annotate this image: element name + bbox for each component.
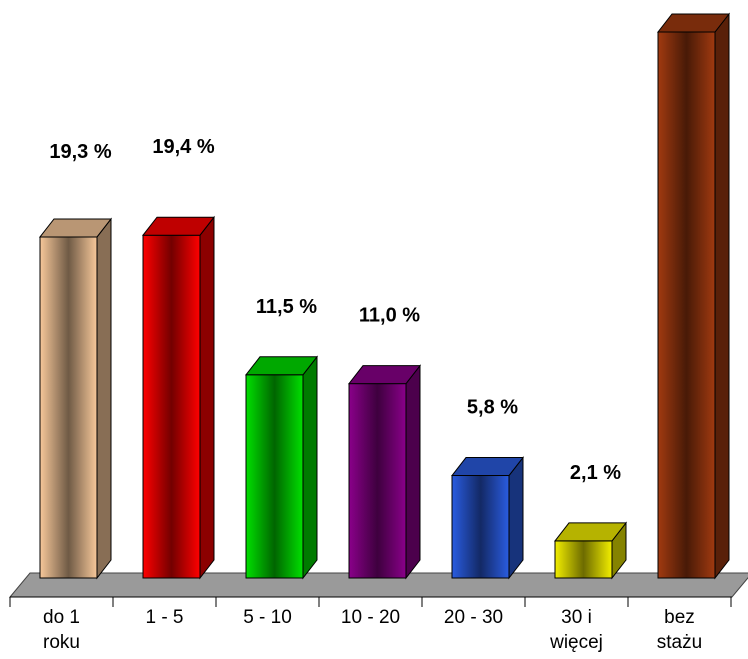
x-tick-label: 1 - 5: [145, 607, 183, 628]
bar-top: [244, 356, 319, 376]
bar-front: [451, 475, 510, 579]
bar-front: [348, 383, 407, 579]
bar-front: [554, 540, 613, 579]
bar: [347, 364, 422, 580]
bar: [141, 215, 216, 580]
data-label: 2,1 %: [570, 462, 621, 484]
x-tick-label: 5 - 10: [243, 607, 292, 628]
x-tick-label: bez stażu: [657, 607, 702, 653]
bar-top: [450, 457, 525, 477]
data-label: 19,3 %: [49, 141, 111, 163]
bar: [450, 456, 525, 580]
bar: [38, 217, 113, 580]
bar-side: [508, 456, 524, 580]
bar-top: [553, 522, 628, 542]
bar-top: [347, 365, 422, 385]
bar-front: [657, 31, 716, 579]
data-label: 11,5 %: [256, 296, 317, 318]
data-label: 5,8 %: [467, 397, 518, 419]
bar: [553, 521, 628, 580]
x-tick-label: 30 i więcej: [549, 607, 603, 653]
x-tick-label: 10 - 20: [341, 607, 400, 628]
bar: [244, 355, 319, 580]
bar-top: [38, 218, 113, 238]
bar-front: [142, 234, 201, 579]
bar-side: [714, 12, 730, 580]
bar-front: [39, 236, 98, 579]
data-label: 11,0 %: [359, 305, 420, 327]
bar-side: [302, 355, 318, 580]
bar-top: [656, 13, 731, 33]
bar-side: [405, 364, 421, 580]
bar-top: [141, 216, 216, 236]
bar-front: [245, 374, 304, 579]
x-tick-label: 20 - 30: [444, 607, 503, 628]
bar: [656, 12, 731, 580]
x-tick-label: do 1 roku: [43, 607, 80, 653]
bar-side: [96, 217, 112, 580]
data-label: 19,4 %: [152, 136, 214, 158]
bar-side: [199, 215, 215, 580]
